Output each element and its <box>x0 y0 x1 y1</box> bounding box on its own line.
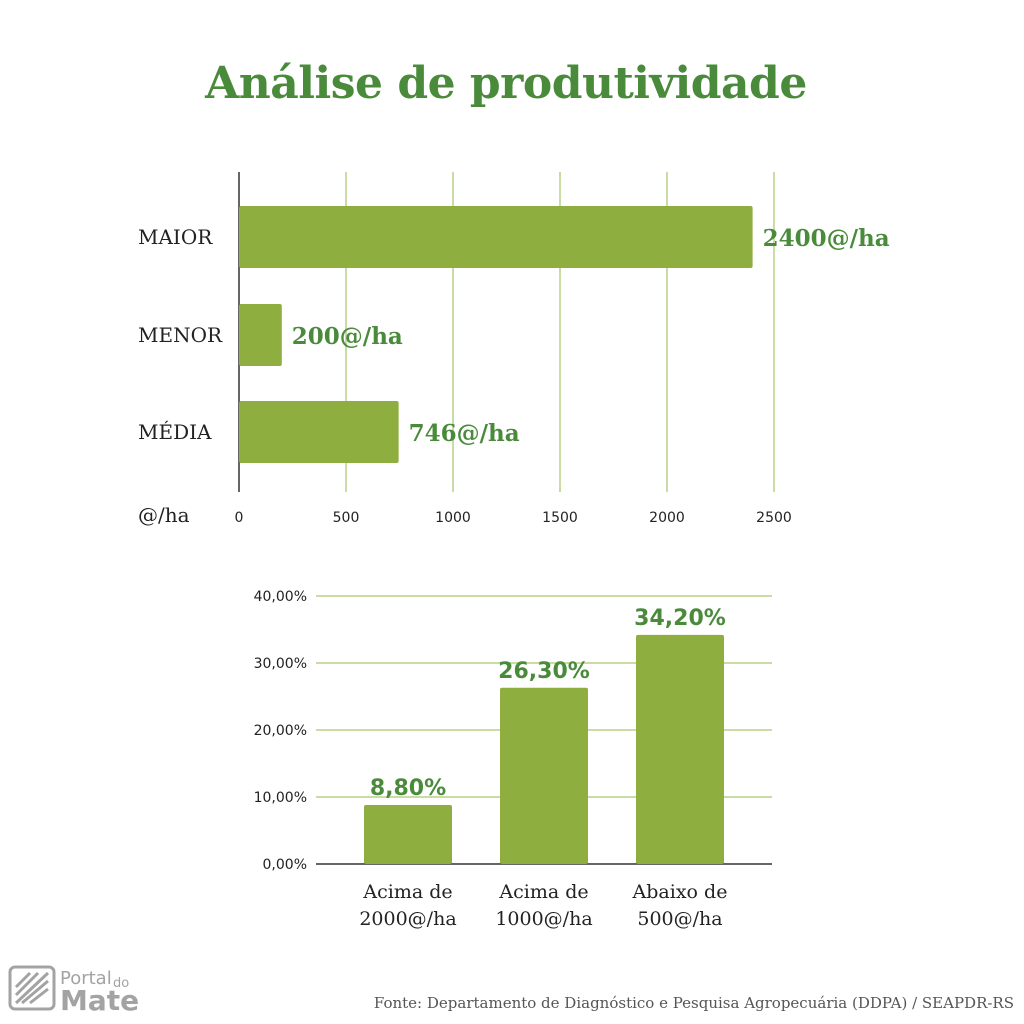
bar <box>364 805 452 864</box>
data-label: 746@/ha <box>409 420 520 447</box>
y-tick-label: 0,00% <box>263 857 307 873</box>
y-tick-label: 20,00% <box>254 723 307 739</box>
category-label: Acima de <box>498 881 588 903</box>
portal-do-mate-logo <box>8 963 148 1017</box>
category-label: MAIOR <box>138 225 213 249</box>
leaf-icon <box>8 965 56 1011</box>
y-tick-label: 10,00% <box>254 790 307 806</box>
category-label: 500@/ha <box>637 908 722 930</box>
data-label: 26,30% <box>498 659 590 684</box>
y-tick-label: 30,00% <box>254 656 307 672</box>
category-label: Acima de <box>362 881 452 903</box>
logo-text-portal: Portal <box>60 968 112 989</box>
category-label: Abaixo de <box>632 881 728 903</box>
x-tick-label: 2000 <box>649 510 685 526</box>
data-label: 8,80% <box>370 776 446 801</box>
x-tick-label: 500 <box>333 510 360 526</box>
x-axis-label: @/ha <box>138 503 190 527</box>
category-label: MENOR <box>138 323 223 347</box>
bar <box>500 687 588 864</box>
bar <box>239 304 282 366</box>
data-label: 200@/ha <box>292 323 403 350</box>
data-label: 2400@/ha <box>763 225 890 252</box>
x-tick-label: 0 <box>235 510 244 526</box>
x-tick-label: 2500 <box>756 510 792 526</box>
data-label: 34,20% <box>634 606 726 631</box>
y-tick-label: 40,00% <box>254 589 307 605</box>
category-label: 1000@/ha <box>495 908 592 930</box>
logo-text-do: do <box>113 976 130 991</box>
x-tick-label: 1500 <box>542 510 578 526</box>
page-title: Análise de produtividade <box>205 58 807 109</box>
bar <box>239 401 399 463</box>
category-label: 2000@/ha <box>359 908 456 930</box>
bar <box>636 634 724 864</box>
x-tick-label: 1000 <box>435 510 471 526</box>
logo-text-mate: Mate <box>60 984 140 1017</box>
bar <box>239 206 753 268</box>
category-label: MÉDIA <box>138 420 212 444</box>
source-note: Fonte: Departamento de Diagnóstico e Pes… <box>373 994 1014 1012</box>
